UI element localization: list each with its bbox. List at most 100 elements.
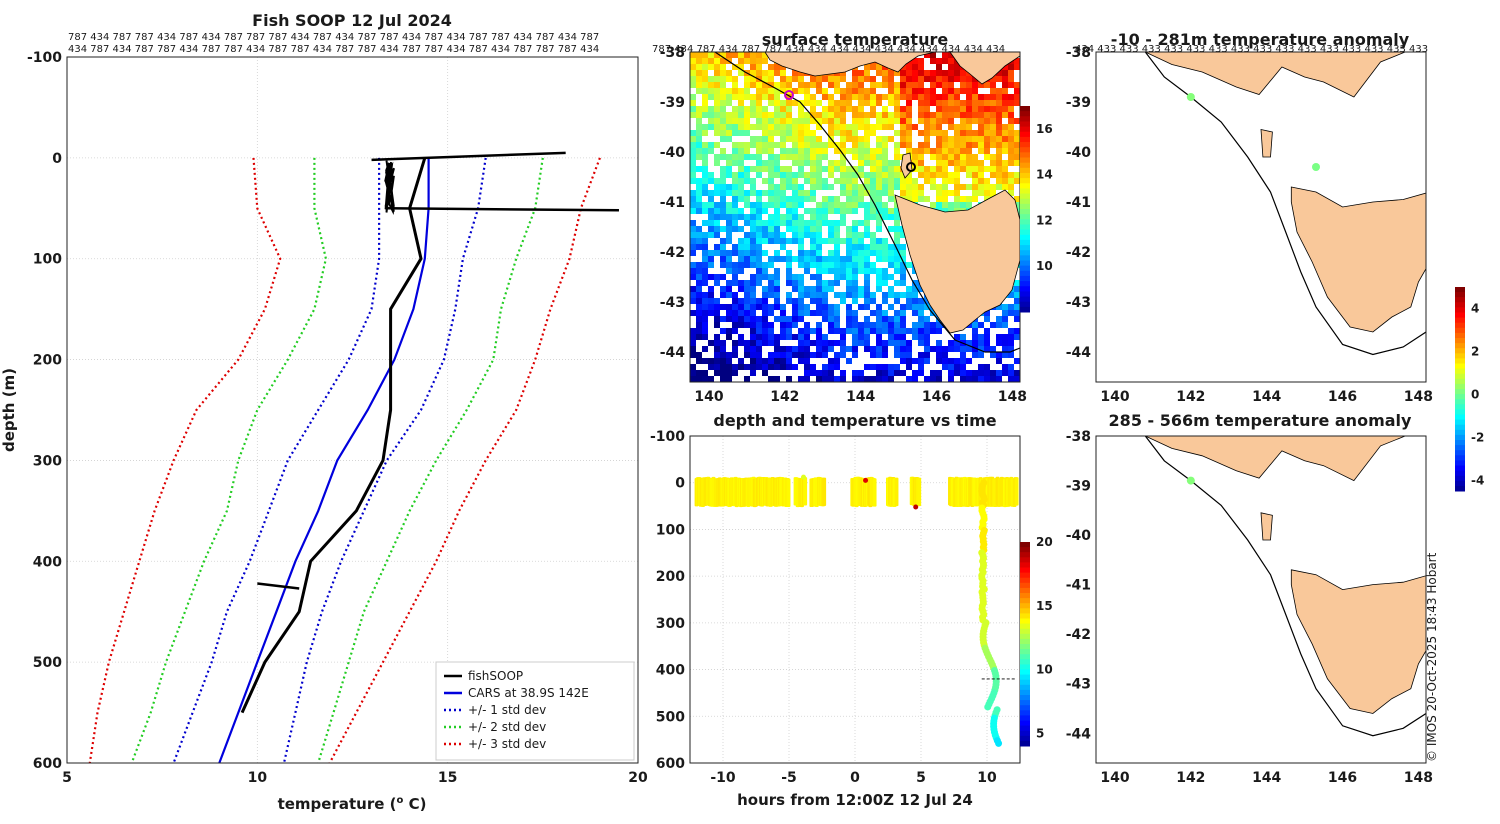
profile-ytick-label: 300 <box>33 453 62 469</box>
sst-cell <box>966 148 972 154</box>
sst-cell <box>714 94 720 100</box>
sst-cell <box>774 70 780 76</box>
sst-cell <box>930 58 936 64</box>
profile-ytick-label: 400 <box>33 554 62 570</box>
sst-cell <box>750 328 756 334</box>
sst-cell <box>966 184 972 190</box>
sst-cell <box>708 118 714 124</box>
sst-cell <box>774 208 780 214</box>
sst-cell <box>858 268 864 274</box>
sst-cell <box>864 190 870 196</box>
sst-cell <box>876 310 882 316</box>
sst-cell <box>798 82 804 88</box>
sst-cell <box>882 124 888 130</box>
sst-cell <box>690 352 696 358</box>
sst-cell <box>768 334 774 340</box>
sst-cell <box>690 286 696 292</box>
timeseries-ytick-label: 400 <box>656 663 685 679</box>
anomaly-bottom-panel: 285 - 566m temperature anomaly 140 142 144… <box>1066 287 1484 786</box>
sst-cell <box>690 148 696 154</box>
sst-cell <box>828 184 834 190</box>
sst-cell <box>876 82 882 88</box>
sst-cell <box>852 136 858 142</box>
timeseries-colorbar-segment <box>1020 684 1030 691</box>
sst-cell <box>828 358 834 364</box>
sst-cell <box>966 76 972 82</box>
sst-cell <box>948 88 954 94</box>
profile-axes-box <box>66 56 639 764</box>
sst-cell <box>954 160 960 166</box>
sst-cell <box>696 124 702 130</box>
sst-cell <box>768 274 774 280</box>
sst-cell <box>786 238 792 244</box>
sst-cell <box>858 94 864 100</box>
sst-cell <box>816 334 822 340</box>
sst-cell <box>756 124 762 130</box>
sst-cell <box>762 58 768 64</box>
sst-cell <box>912 358 918 364</box>
sst-cell <box>696 88 702 94</box>
sst-colorbar-segment <box>1020 157 1030 164</box>
sst-colorbar-segment <box>1020 183 1030 189</box>
sst-cell <box>714 250 720 256</box>
sst-cell <box>798 376 804 382</box>
sst-cell <box>762 322 768 328</box>
sst-cell <box>804 352 810 358</box>
sst-cell <box>966 136 972 142</box>
sst-cell <box>792 280 798 286</box>
sst-cell <box>876 334 882 340</box>
sst-cell <box>738 256 744 262</box>
sst-cell <box>990 100 996 106</box>
sst-cell <box>822 298 828 304</box>
sst-cell <box>738 226 744 232</box>
sst-cell <box>696 352 702 358</box>
sst-cell <box>1008 172 1014 178</box>
sst-cell <box>810 328 816 334</box>
sst-cell <box>1014 154 1020 160</box>
sst-cell <box>912 292 918 298</box>
sst-cell <box>726 70 732 76</box>
sst-cell <box>702 346 708 352</box>
sst-cell <box>828 100 834 106</box>
sst-cell <box>690 76 696 82</box>
sst-cell <box>846 124 852 130</box>
sst-cell <box>792 322 798 328</box>
timeseries-colorbar-segment <box>1020 633 1030 640</box>
sst-cell <box>732 214 738 220</box>
sst-cell <box>828 370 834 376</box>
sst-cell <box>834 322 840 328</box>
sst-cell <box>828 346 834 352</box>
sst-cell <box>918 286 924 292</box>
sst-cell <box>894 106 900 112</box>
sst-cell <box>810 190 816 196</box>
sst-cell <box>738 106 744 112</box>
sst-cell <box>834 358 840 364</box>
sst-cell <box>840 214 846 220</box>
sst-cell <box>714 70 720 76</box>
sst-cell <box>984 112 990 118</box>
sst-cell <box>876 256 882 262</box>
sst-cell <box>756 244 762 250</box>
sst-cell <box>1002 70 1008 76</box>
timeseries-point <box>863 477 869 483</box>
sst-cell <box>768 64 774 70</box>
sst-cell <box>786 334 792 340</box>
sst-cell <box>858 292 864 298</box>
sst-cell <box>810 208 816 214</box>
sst-cell <box>900 310 906 316</box>
sst-cell <box>768 70 774 76</box>
sst-cell <box>750 286 756 292</box>
sst-cell <box>768 76 774 82</box>
sst-cell <box>828 130 834 136</box>
sst-cell <box>1014 202 1020 208</box>
sst-cell <box>780 304 786 310</box>
sst-cell <box>744 124 750 130</box>
sst-cell <box>828 376 834 382</box>
sst-cell <box>816 292 822 298</box>
sst-cell <box>726 118 732 124</box>
sst-cell <box>702 70 708 76</box>
sst-colorbar-segment <box>1020 152 1030 158</box>
sst-cell <box>954 88 960 94</box>
sst-cell <box>1008 190 1014 196</box>
sst-cell <box>828 250 834 256</box>
